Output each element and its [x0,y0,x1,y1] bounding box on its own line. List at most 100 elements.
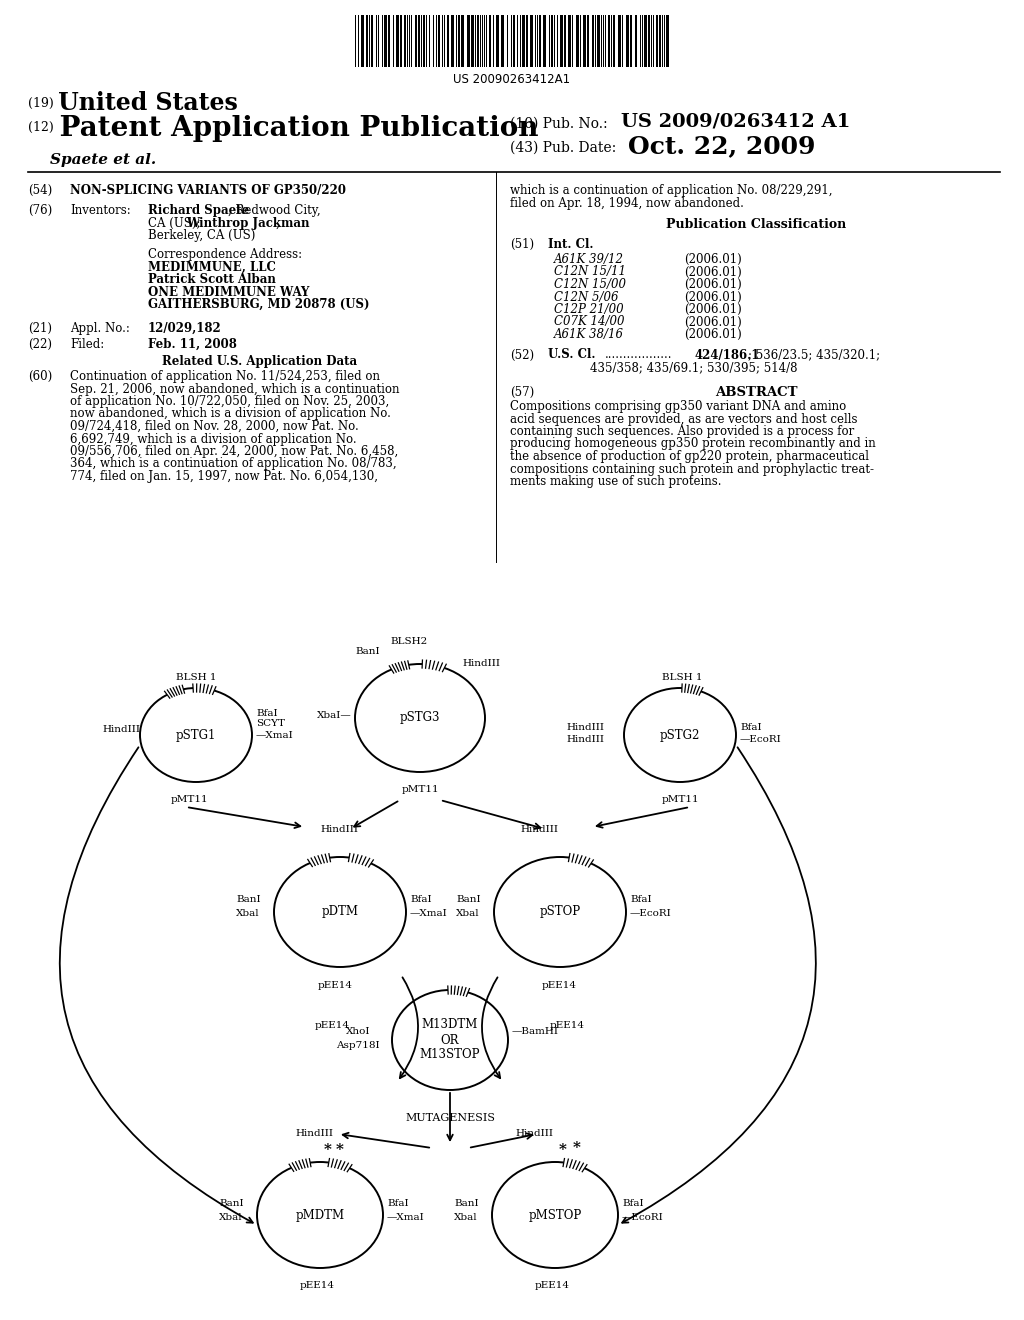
Bar [583,15,586,67]
Text: —XmaI: —XmaI [256,730,294,739]
Text: US 2009/0263412 A1: US 2009/0263412 A1 [621,114,850,131]
Text: Correspondence Address:: Correspondence Address: [148,248,302,261]
Text: pEE14: pEE14 [300,1282,335,1291]
Bar [530,15,534,67]
Text: BfaI: BfaI [387,1199,409,1208]
Text: pMSTOP: pMSTOP [528,1209,582,1221]
Text: pSTG3: pSTG3 [399,711,440,725]
Text: 12/029,182: 12/029,182 [148,322,222,335]
Bar [666,15,669,67]
Text: Feb. 11, 2008: Feb. 11, 2008 [148,338,237,351]
Bar [522,15,525,67]
Bar [400,15,402,67]
Text: pEE14: pEE14 [550,1020,585,1030]
Text: 6,692,749, which is a division of application No.: 6,692,749, which is a division of applic… [70,433,356,446]
Text: Xbal: Xbal [456,909,479,919]
Bar [366,15,368,67]
Bar [438,15,440,67]
Ellipse shape [494,857,626,968]
Text: CA (US);: CA (US); [148,216,204,230]
Text: Spaete et al.: Spaete et al. [50,153,156,168]
Text: HindIII: HindIII [462,659,500,668]
Bar [388,15,390,67]
Text: 09/724,418, filed on Nov. 28, 2000, now Pat. No.: 09/724,418, filed on Nov. 28, 2000, now … [70,420,358,433]
Text: (2006.01): (2006.01) [684,279,741,290]
Bar [423,15,425,67]
Text: ments making use of such proteins.: ments making use of such proteins. [510,475,722,488]
Bar [543,15,546,67]
Text: Compositions comprising gp350 variant DNA and amino: Compositions comprising gp350 variant DN… [510,400,846,413]
Bar [587,15,589,67]
Text: Richard Spaete: Richard Spaete [148,205,249,216]
Text: (57): (57) [510,385,535,399]
Bar [415,15,417,67]
Text: Related U.S. Application Data: Related U.S. Application Data [163,355,357,368]
Text: HindIII: HindIII [515,1130,553,1138]
Text: filed on Apr. 18, 1994, now abandoned.: filed on Apr. 18, 1994, now abandoned. [510,197,743,210]
Text: Xbal: Xbal [454,1213,477,1221]
Text: 364, which is a continuation of application No. 08/783,: 364, which is a continuation of applicat… [70,458,396,470]
Bar [496,15,499,67]
Text: , Redwood City,: , Redwood City, [228,205,321,216]
Text: Patrick Scott Alban: Patrick Scott Alban [148,273,275,286]
Bar [418,15,420,67]
Text: HindIII: HindIII [566,735,604,744]
Text: BLSH2: BLSH2 [390,638,427,647]
Text: pEE14: pEE14 [535,1282,570,1291]
Text: HindIII: HindIII [295,1130,333,1138]
Text: C07K 14/00: C07K 14/00 [554,315,625,329]
Text: U.S. Cl.: U.S. Cl. [548,348,596,362]
Text: ,: , [276,216,280,230]
Text: BanI: BanI [219,1199,244,1208]
Text: (2006.01): (2006.01) [684,315,741,329]
Ellipse shape [624,688,736,781]
Ellipse shape [392,990,508,1090]
Text: BfaI: BfaI [630,895,651,904]
Text: pMT11: pMT11 [171,795,209,804]
Ellipse shape [355,664,485,772]
Bar [635,15,637,67]
Bar [471,15,474,67]
Text: BanI: BanI [236,895,261,904]
Text: of application No. 10/722,050, filed on Nov. 25, 2003,: of application No. 10/722,050, filed on … [70,395,389,408]
Text: containing such sequences. Also provided is a process for: containing such sequences. Also provided… [510,425,854,438]
Text: BfaI: BfaI [622,1199,644,1208]
Text: ..................: .................. [605,348,673,362]
Text: compositions containing such protein and prophylactic treat-: compositions containing such protein and… [510,462,874,475]
Text: pEE14: pEE14 [315,1020,350,1030]
Text: Filed:: Filed: [70,338,104,351]
Text: acid sequences are provided, as are vectors and host cells: acid sequences are provided, as are vect… [510,412,857,425]
Text: (22): (22) [28,338,52,351]
Text: (52): (52) [510,348,535,362]
Text: C12P 21/00: C12P 21/00 [554,304,624,315]
Bar [384,15,387,67]
Text: (54): (54) [28,183,52,197]
Bar [526,15,528,67]
Text: (19): (19) [28,96,53,110]
Ellipse shape [257,1162,383,1269]
Bar [477,15,479,67]
Text: C12N 15/00: C12N 15/00 [554,279,626,290]
Bar [513,15,515,67]
Text: US 20090263412A1: US 20090263412A1 [454,73,570,86]
Text: M13DTM
OR
M13STOP: M13DTM OR M13STOP [420,1019,480,1061]
Bar [608,15,610,67]
Text: pSTG1: pSTG1 [176,729,216,742]
Text: Inventors:: Inventors: [70,205,131,216]
Text: pMT11: pMT11 [402,784,439,793]
Text: Appl. No.:: Appl. No.: [70,322,130,335]
Text: —XmaI: —XmaI [410,909,447,919]
Text: pMDTM: pMDTM [296,1209,344,1221]
Text: —EcoRI: —EcoRI [622,1213,664,1221]
Bar [644,15,647,67]
Text: (12): (12) [28,121,53,135]
Text: which is a continuation of application No. 08/229,291,: which is a continuation of application N… [510,183,833,197]
Text: (2006.01): (2006.01) [684,265,741,279]
Bar [447,15,449,67]
Text: 774, filed on Jan. 15, 1997, now Pat. No. 6,054,130,: 774, filed on Jan. 15, 1997, now Pat. No… [70,470,378,483]
Text: ; 536/23.5; 435/320.1;: ; 536/23.5; 435/320.1; [748,348,880,362]
Text: BfaI: BfaI [740,722,762,731]
Text: Continuation of application No. 11/524,253, filed on: Continuation of application No. 11/524,2… [70,370,380,383]
Text: pEE14: pEE14 [318,981,353,990]
Bar [648,15,650,67]
